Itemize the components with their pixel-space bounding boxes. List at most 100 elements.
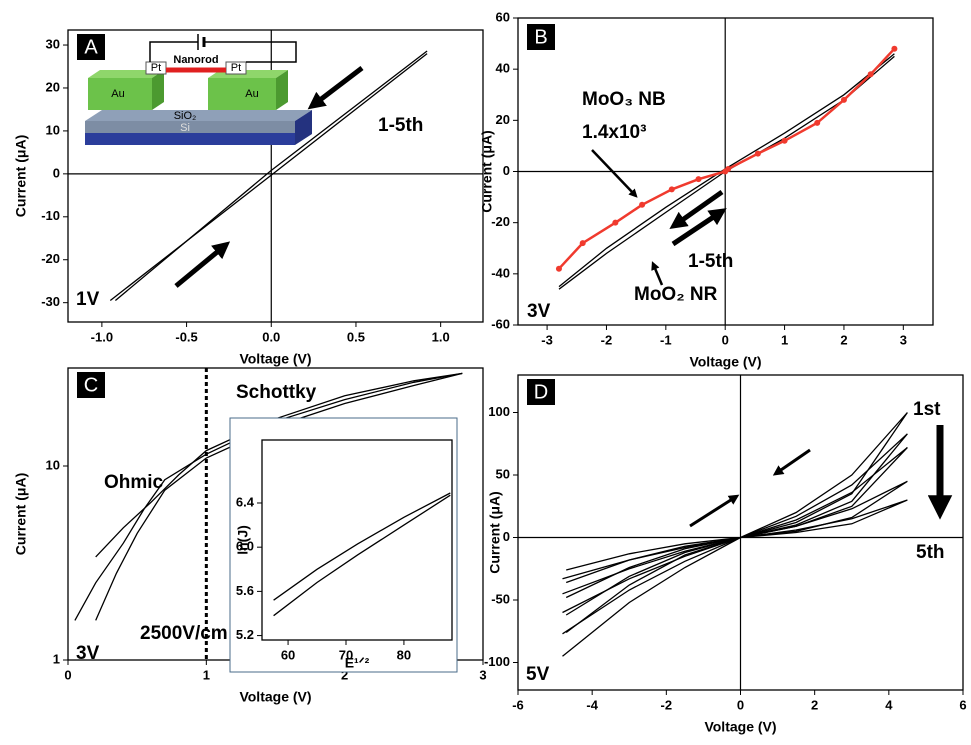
panel-label-box	[77, 34, 105, 60]
arrow	[772, 448, 811, 476]
y-tick-label: 20	[46, 79, 60, 94]
y-tick-label: -60	[491, 316, 510, 331]
data-line	[558, 47, 896, 270]
y-tick-label: 20	[496, 112, 510, 127]
data-line	[562, 446, 908, 614]
y-tick-label: 0	[503, 163, 510, 178]
x-tick-label: 60	[281, 647, 295, 662]
data-point	[781, 137, 788, 144]
x-tick-label: 1.0	[432, 329, 450, 344]
y-tick-label: -30	[41, 294, 60, 309]
y-tick-label: 40	[496, 61, 510, 76]
data-point	[555, 265, 562, 272]
x-tick-label: 0.0	[262, 329, 280, 344]
x-tick-label: 0.5	[347, 329, 365, 344]
y-tick-label: -10	[41, 208, 60, 223]
schematic-label: Nanorod	[173, 54, 218, 66]
x-axis-label: Voltage (V)	[239, 689, 311, 705]
x-axis-label: Voltage (V)	[704, 719, 776, 735]
y-tick-label: -20	[491, 214, 510, 229]
y-tick-label: 1	[53, 651, 60, 666]
x-tick-label: 4	[885, 697, 893, 712]
data-line	[273, 494, 451, 617]
arrow	[669, 189, 724, 230]
data-point	[867, 71, 874, 78]
data-point	[695, 176, 702, 183]
y-tick-label: 10	[46, 122, 60, 137]
schematic-label: SiO₂	[174, 110, 197, 122]
x-tick-label: 0	[737, 697, 744, 712]
arrow	[591, 149, 638, 198]
x-axis-label: Voltage (V)	[239, 351, 311, 367]
plot-frame	[261, 439, 453, 641]
x-tick-label: -3	[541, 332, 553, 347]
y-tick-label: 6.4	[236, 494, 255, 509]
plot-frame	[517, 374, 964, 691]
data-line	[562, 480, 908, 595]
y-axis-label: ln(J)	[235, 525, 251, 555]
x-tick-label: -0.5	[175, 329, 197, 344]
schematic: Nanorod Pt Pt Au Au SiO₂ Si	[85, 34, 312, 145]
si-layer	[85, 133, 295, 145]
y-tick-label: 100	[488, 404, 510, 419]
schematic-label: Au	[111, 88, 124, 100]
annotation: 1-5th	[378, 115, 423, 136]
panel-label-box	[527, 24, 555, 50]
annotation: 3V	[527, 301, 551, 322]
x-tick-label: 80	[397, 647, 411, 662]
y-axis-label: Current (μA)	[487, 491, 503, 573]
y-tick-label: -50	[491, 591, 510, 606]
y-tick-label: 30	[46, 36, 60, 51]
annotation: 1.4x10³	[582, 122, 646, 143]
y-tick-label: -100	[484, 654, 510, 669]
y-tick-label: 10	[46, 457, 60, 472]
data-line	[95, 372, 463, 621]
annotation: 1-5th	[688, 251, 733, 272]
x-tick-label: 2	[341, 667, 348, 682]
panel-label: D	[534, 381, 548, 403]
y-tick-label: 5.6	[236, 583, 254, 598]
data-point	[668, 186, 675, 193]
schematic-label: Pt	[151, 62, 161, 74]
au-side	[276, 70, 288, 110]
au-side	[152, 70, 164, 110]
y-tick-label: 50	[496, 466, 510, 481]
annotation: 5V	[526, 664, 550, 685]
data-point	[840, 96, 847, 103]
y-tick-label: 0	[503, 529, 510, 544]
arrows	[174, 66, 953, 528]
arrow	[689, 494, 740, 528]
au-pad	[208, 78, 276, 110]
data-line	[562, 433, 908, 635]
data-line	[114, 50, 428, 301]
data-point	[725, 165, 732, 172]
x-tick-label: -4	[586, 697, 598, 712]
x-tick-label: -6	[512, 697, 524, 712]
y-tick-label: -40	[491, 265, 510, 280]
data-line	[562, 412, 908, 657]
annotation: Ohmic	[104, 472, 164, 493]
x-tick-label: 0	[722, 332, 729, 347]
x-tick-label: -2	[661, 697, 673, 712]
annotation: 1st	[913, 399, 941, 420]
data-point	[579, 240, 586, 247]
x-tick-label: 2	[840, 332, 847, 347]
x-tick-label: 0	[64, 667, 71, 682]
x-tick-label: 2	[811, 697, 818, 712]
annotation: 2500V/cm	[140, 623, 228, 644]
schematic-label: Si	[180, 122, 190, 134]
plots: -1.0 -0.5 0.0 0.5 1.0-30-20-100102030Voltage…	[13, 9, 967, 734]
x-tick-label: 1	[781, 332, 788, 347]
x-tick-label: -2	[601, 332, 613, 347]
annotation: Schottky	[236, 382, 317, 403]
y-axis-label: Current (μA)	[479, 130, 495, 212]
wire	[149, 41, 198, 62]
x-axis-label: E¹ᐟ²	[345, 655, 370, 671]
panel-label: C	[84, 374, 98, 396]
arrow	[307, 66, 364, 110]
wire	[204, 41, 297, 63]
data-point	[891, 45, 898, 52]
panel-label-box	[527, 379, 555, 405]
